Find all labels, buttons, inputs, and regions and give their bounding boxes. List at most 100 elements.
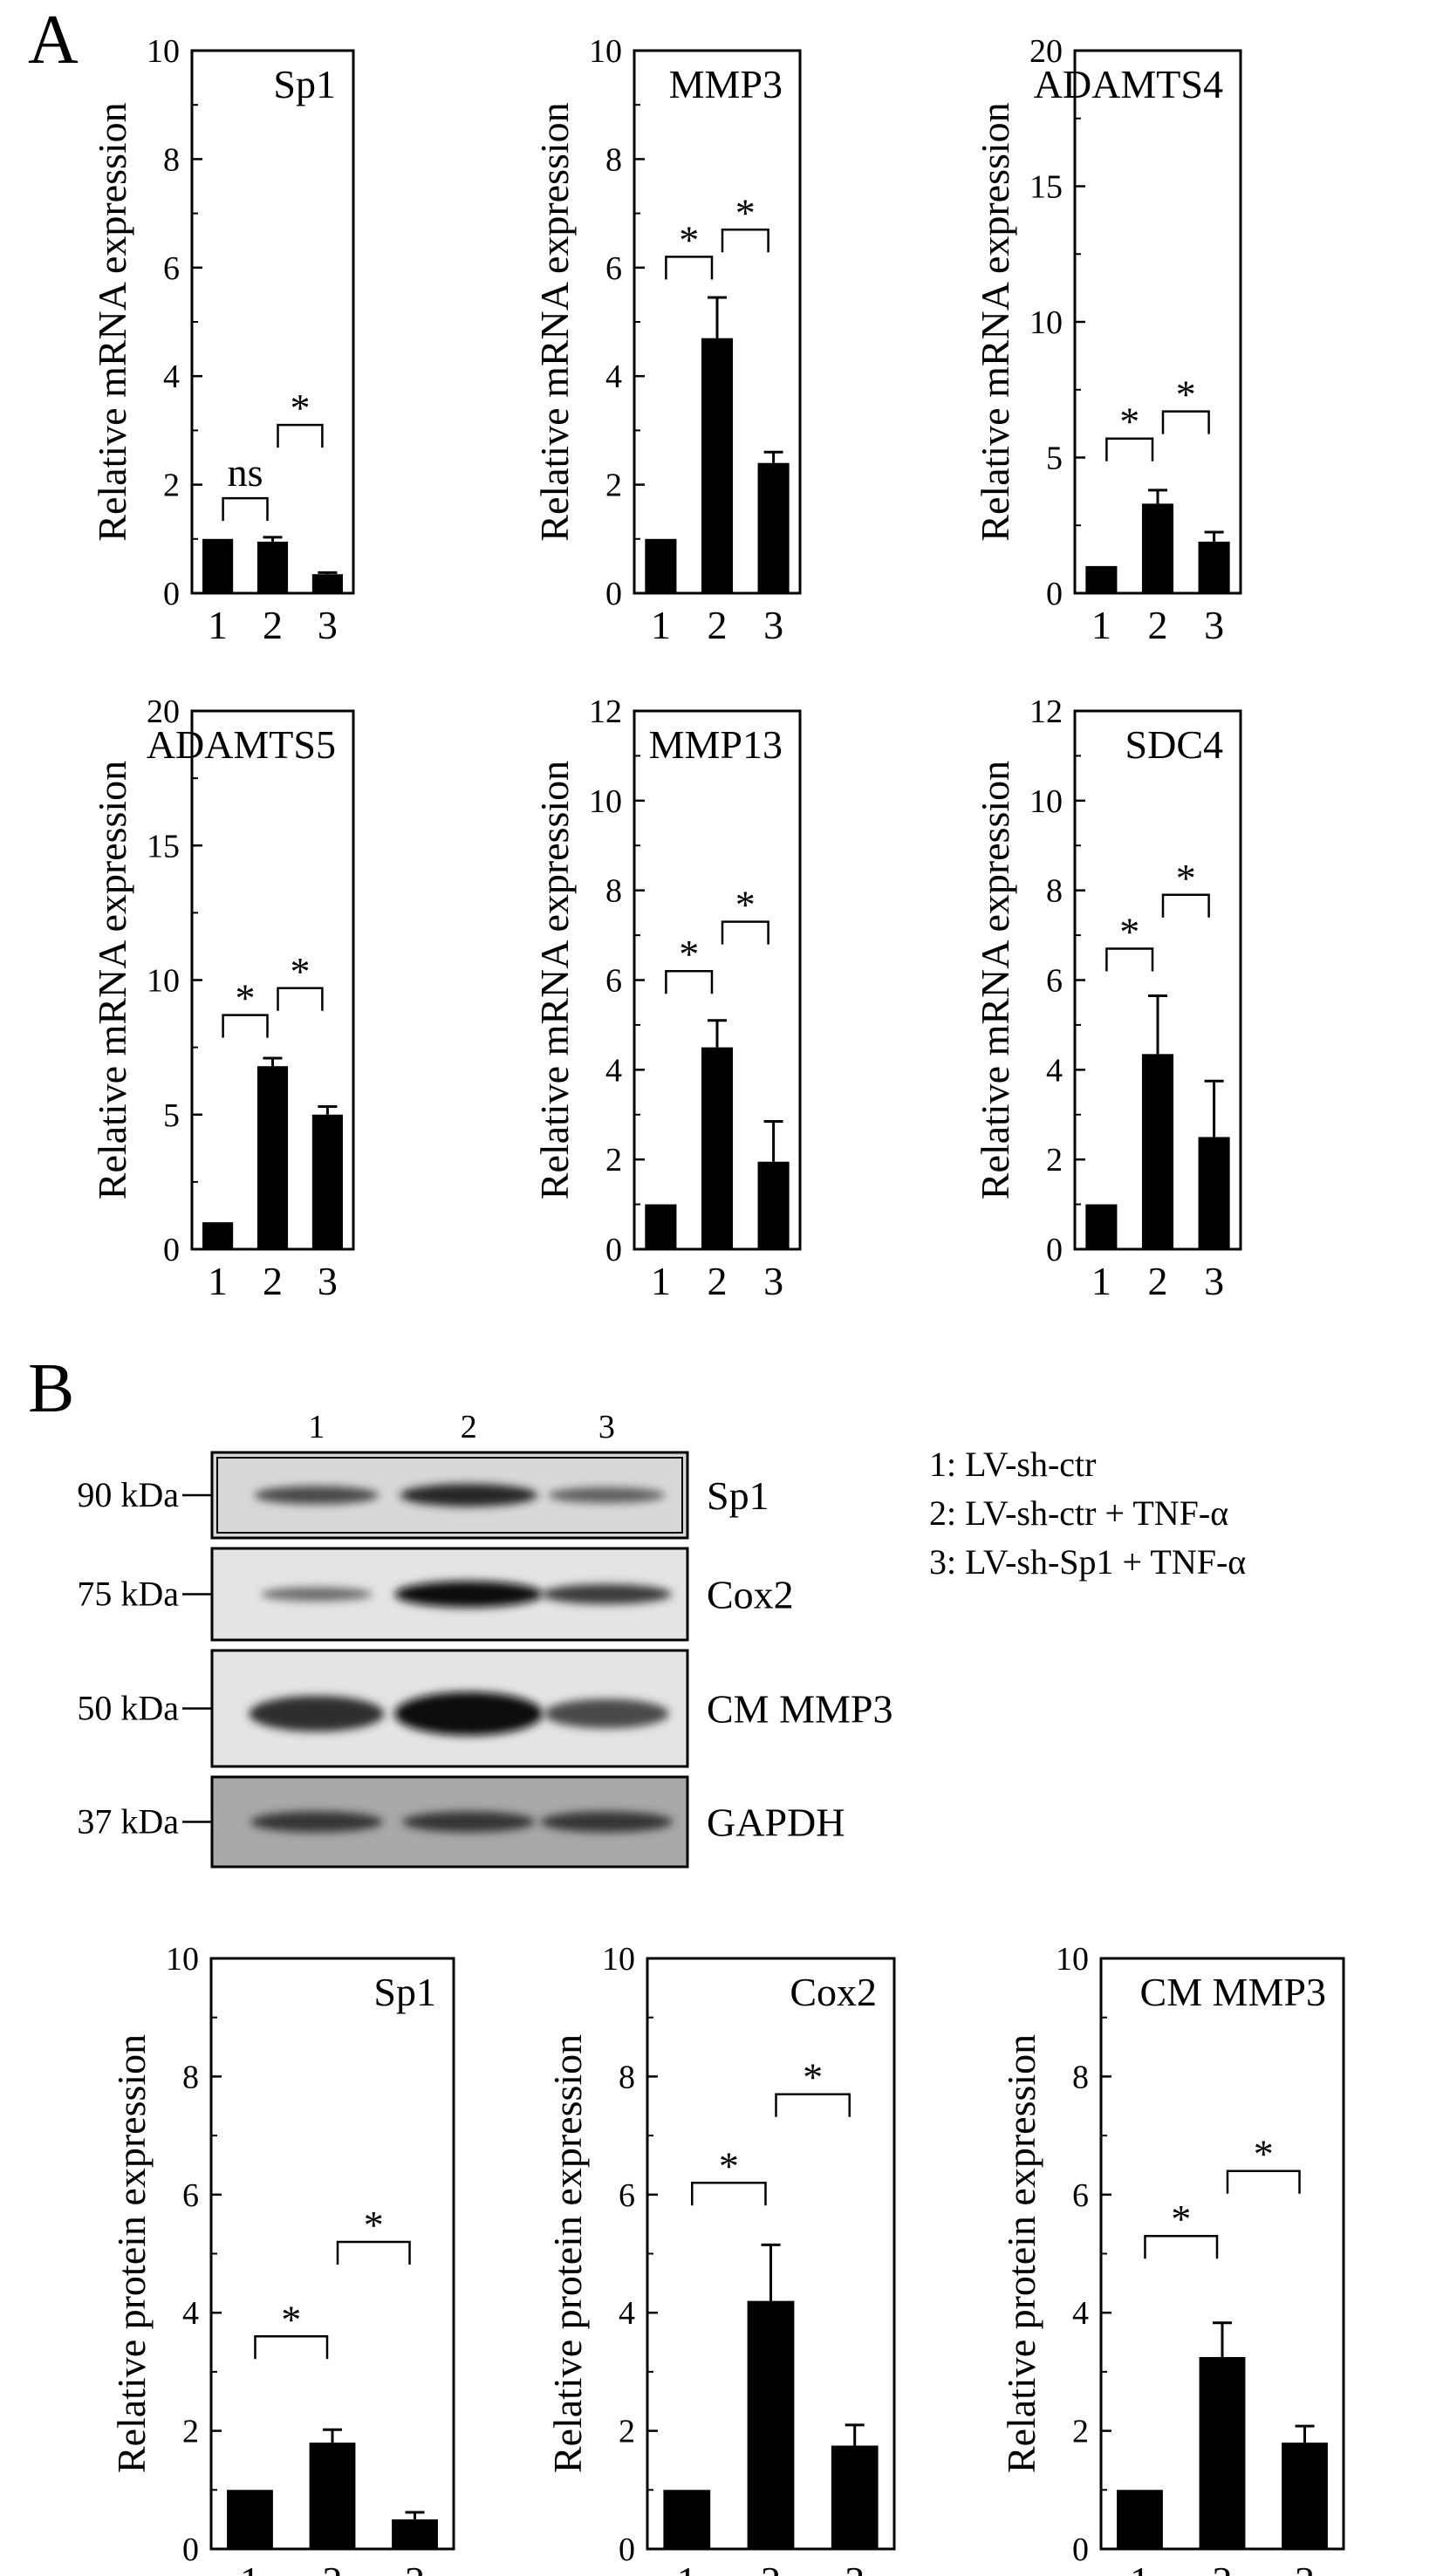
y-tick-label: 6 <box>605 250 622 287</box>
y-tick-label: 10 <box>1029 304 1063 341</box>
blot-lane-label: 3 <box>598 1409 615 1445</box>
x-tick-label: 3 <box>1295 2559 1315 2576</box>
x-tick-label: 2 <box>263 1259 283 1303</box>
y-axis-label: Relative mRNA expression <box>532 761 577 1199</box>
x-tick-label: 2 <box>1148 603 1168 647</box>
y-tick-label: 6 <box>163 250 180 287</box>
y-tick-label: 6 <box>182 2177 199 2214</box>
y-tick-label: 2 <box>605 1142 622 1179</box>
blot-row-cox2: 75 kDa Cox2 <box>77 1547 794 1642</box>
significance-bracket <box>665 969 714 994</box>
y-tick-label: 4 <box>1072 2295 1089 2332</box>
blot-row-cm-mmp3: 50 kDa CM MMP3 <box>77 1649 892 1768</box>
blot-lane-label: 2 <box>461 1409 477 1445</box>
y-axis-label: Relative protein expression <box>545 2034 590 2473</box>
bar <box>309 2443 356 2549</box>
bar <box>392 2519 438 2549</box>
bar <box>831 2445 879 2549</box>
blot-protein-label: GAPDH <box>707 1800 845 1845</box>
bar <box>1198 541 1230 593</box>
x-tick-label: 2 <box>761 2559 781 2576</box>
blot-protein-label: Sp1 <box>707 1473 769 1518</box>
bar <box>747 2300 795 2549</box>
legend-item: 1: LV-sh-ctr <box>929 1445 1096 1484</box>
y-axis-label: Relative protein expression <box>109 2034 154 2473</box>
bar <box>645 1204 677 1249</box>
blot-band <box>249 1696 385 1732</box>
x-tick-label: 3 <box>845 2559 865 2576</box>
y-tick-label: 5 <box>163 1097 180 1134</box>
bar <box>701 338 734 593</box>
x-tick-label: 1 <box>651 603 671 647</box>
y-tick-label: 4 <box>619 2295 635 2332</box>
significance-bracket <box>277 423 324 448</box>
blot-band <box>394 1581 544 1608</box>
chart-7: 0 2 4 6 8 10 Relative protein expression Sp1 1 2 3… <box>109 1941 455 2576</box>
significance-bracket <box>721 920 769 945</box>
y-tick-label: 8 <box>163 141 180 178</box>
y-tick-label: 0 <box>163 1232 180 1268</box>
y-tick-label: 0 <box>605 576 622 612</box>
significance-bracket <box>1105 947 1154 972</box>
blot-band <box>544 1698 669 1729</box>
panel-label-b: B <box>28 1350 74 1427</box>
significance-bracket <box>775 2093 851 2117</box>
significance-bracket <box>665 256 714 280</box>
x-tick-label: 2 <box>1213 2559 1233 2576</box>
chart-4: 0 5 10 15 20 Relative mRNA expression ADAMTS5 1… <box>90 694 355 1303</box>
significance-label: * <box>803 2055 823 2100</box>
significance-label: * <box>1119 400 1139 444</box>
bar <box>256 541 289 593</box>
x-tick-label: 1 <box>208 1259 228 1303</box>
y-tick-label: 2 <box>182 2414 199 2450</box>
y-tick-label: 8 <box>605 873 622 910</box>
x-tick-label: 2 <box>323 2559 343 2576</box>
chart-title: Sp1 <box>373 1970 436 2014</box>
significance-label: * <box>1176 856 1196 900</box>
blot-row-gapdh: 37 kDa GAPDH <box>77 1775 845 1869</box>
y-tick-label: 0 <box>619 2532 635 2568</box>
chart-title: MMP13 <box>649 722 783 767</box>
y-tick-label: 10 <box>589 783 622 820</box>
y-tick-label: 6 <box>605 963 622 1000</box>
blot-lane-label: 1 <box>308 1409 325 1445</box>
y-tick-label: 8 <box>1046 873 1063 910</box>
y-tick-label: 0 <box>163 576 180 612</box>
x-tick-label: 1 <box>677 2559 697 2576</box>
y-tick-label: 6 <box>1072 2177 1089 2214</box>
y-tick-label: 4 <box>605 1052 622 1089</box>
y-tick-label: 15 <box>147 828 180 864</box>
y-tick-label: 10 <box>1056 1941 1089 1978</box>
x-tick-label: 1 <box>1091 1259 1111 1303</box>
blot-protein-label: CM MMP3 <box>707 1687 892 1732</box>
molecular-weight-label: 75 kDa <box>77 1575 179 1614</box>
x-tick-label: 2 <box>708 1259 728 1303</box>
bar <box>1085 1204 1118 1249</box>
y-tick-label: 10 <box>147 963 180 1000</box>
bar <box>757 1161 790 1249</box>
y-axis-label: Relative mRNA expression <box>90 102 134 541</box>
y-tick-label: 20 <box>147 694 180 730</box>
significance-bracket <box>222 1014 269 1038</box>
significance-bracket <box>1161 893 1210 918</box>
x-tick-label: 3 <box>763 1259 783 1303</box>
bar <box>311 1114 343 1249</box>
y-tick-label: 10 <box>1029 783 1063 820</box>
bar <box>1085 565 1118 593</box>
bar <box>1199 2356 1246 2549</box>
y-tick-label: 10 <box>147 33 180 70</box>
y-axis-label: Relative mRNA expression <box>973 761 1017 1199</box>
bar <box>1141 503 1174 593</box>
blot-inner-frame <box>216 1457 683 1534</box>
bar <box>701 1047 734 1249</box>
y-tick-label: 8 <box>1072 2059 1089 2095</box>
y-tick-label: 8 <box>605 141 622 178</box>
significance-label: * <box>1119 910 1139 954</box>
significance-label: * <box>679 932 699 976</box>
blot-band <box>254 1486 380 1505</box>
chart-9: 0 2 4 6 8 10 Relative protein expression CM MMP… <box>999 1941 1345 2576</box>
y-tick-label: 0 <box>605 1232 622 1268</box>
x-tick-label: 2 <box>708 603 728 647</box>
blot-band <box>394 1691 544 1736</box>
